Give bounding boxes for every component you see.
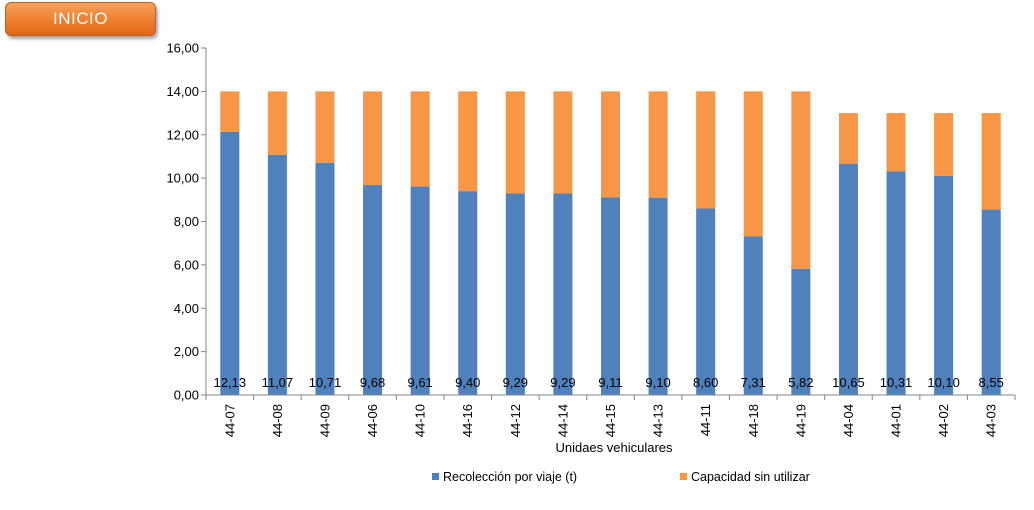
bar-capacidad [696, 91, 716, 209]
x-tick-label: 44-08 [270, 404, 285, 437]
bar-recoleccion [458, 191, 478, 395]
data-label: 12,13 [214, 375, 247, 390]
bar-capacidad [600, 91, 621, 198]
x-tick-label: 44-09 [317, 404, 332, 437]
y-tick-label: 14,00 [166, 84, 199, 99]
bar-capacidad [553, 91, 573, 194]
data-label: 9,40 [455, 375, 480, 390]
bar-recoleccion [553, 193, 573, 395]
bar-capacidad [505, 91, 525, 194]
y-tick-label: 10,00 [166, 171, 199, 186]
x-tick-label: 44-07 [222, 404, 237, 437]
y-tick-label: 6,00 [174, 257, 199, 272]
y-tick-label: 12,00 [166, 127, 199, 142]
data-label: 9,10 [645, 375, 670, 390]
bar-recoleccion [600, 197, 621, 395]
legend-label: Recolección por viaje (t) [443, 470, 577, 484]
inicio-button[interactable]: INICIO [5, 2, 156, 36]
bar-recoleccion [505, 193, 525, 395]
bar-recoleccion [838, 164, 858, 395]
bar-recoleccion [648, 197, 668, 395]
data-label: 8,55 [979, 375, 1004, 390]
bar-recoleccion [696, 208, 716, 395]
y-tick-label: 0,00 [174, 388, 199, 403]
bar-capacidad [838, 113, 858, 165]
x-axis-title: Unidaes vehiculares [555, 440, 673, 455]
legend-swatch [680, 473, 687, 480]
y-tick-label: 8,00 [174, 214, 199, 229]
x-tick-label: 44-03 [984, 404, 999, 437]
data-label: 11,07 [262, 375, 294, 390]
x-tick-label: 44-13 [651, 404, 666, 437]
bar-capacidad [791, 91, 811, 269]
x-tick-label: 44-15 [603, 404, 618, 437]
data-label: 10,31 [880, 375, 913, 390]
x-tick-label: 44-12 [508, 404, 523, 437]
bar-capacidad [220, 91, 240, 132]
legend: Recolección por viaje (t) Capacidad sin u… [432, 470, 810, 484]
axes: 0,00 2,00 4,00 6,00 8,00 10,00 12,00 14,00 16,00… [166, 41, 1016, 437]
data-label: 9,61 [407, 375, 432, 390]
bar-capacidad [648, 91, 668, 198]
x-tick-label: 44-14 [555, 404, 570, 437]
data-label: 9,29 [503, 375, 528, 390]
bar-recoleccion [363, 185, 383, 395]
bar-group [220, 91, 1001, 396]
bar-capacidad [410, 91, 430, 187]
bar-recoleccion [267, 154, 287, 395]
bar-recoleccion [220, 131, 240, 396]
x-tick-label: 44-11 [698, 404, 713, 436]
x-tick-label: 44-18 [746, 404, 761, 437]
y-tick-label: 2,00 [174, 344, 199, 359]
legend-swatch [432, 473, 439, 480]
data-label: 9,11 [598, 375, 622, 390]
data-label: 7,31 [741, 375, 766, 390]
x-tick-label: 44-02 [936, 404, 951, 437]
data-label: 10,65 [832, 375, 865, 390]
data-label: 8,60 [693, 375, 718, 390]
bar-capacidad [315, 91, 335, 163]
bar-capacidad [363, 91, 383, 186]
bar-capacidad [458, 91, 478, 192]
data-label: 10,71 [309, 375, 342, 390]
bar-capacidad [267, 91, 287, 155]
legend-label: Capacidad sin utilizar [691, 470, 810, 484]
bar-recoleccion [743, 236, 763, 395]
x-tick-label: 44-06 [365, 404, 380, 437]
data-label: 9,68 [360, 375, 385, 390]
y-tick-label: 4,00 [174, 301, 199, 316]
bar-capacidad [934, 113, 954, 176]
bar-recoleccion [791, 268, 811, 395]
x-tick-label: 44-10 [413, 404, 428, 437]
y-tick-label: 16,00 [166, 41, 199, 56]
bar-recoleccion [410, 186, 430, 395]
bar-capacidad [743, 91, 763, 237]
x-tick-label: 44-04 [841, 404, 856, 437]
data-labels: 12,13 11,07 10,71 9,68 9,61 9,40 9,29 9,29 9,11 9… [214, 375, 1004, 390]
x-tick-label: 44-16 [460, 404, 475, 437]
bar-recoleccion [934, 175, 954, 395]
bar-recoleccion [315, 162, 335, 395]
data-label: 5,82 [788, 375, 813, 390]
data-label: 9,29 [550, 375, 575, 390]
x-tick-label: 44-19 [793, 404, 808, 437]
bar-capacidad [981, 113, 1001, 210]
bar-capacidad [886, 113, 906, 172]
x-tick-label: 44-01 [889, 404, 904, 437]
bar-recoleccion [886, 171, 906, 395]
bar-recoleccion [981, 209, 1001, 395]
data-label: 10,10 [927, 375, 960, 390]
